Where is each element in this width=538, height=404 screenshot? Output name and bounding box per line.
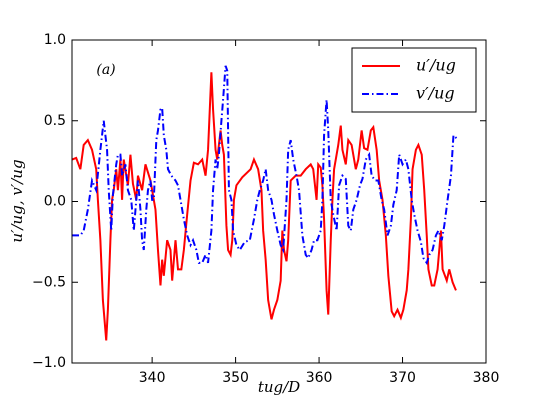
series-line: [72, 65, 458, 266]
legend-label: v′/ug: [416, 84, 455, 103]
x-tick-label: 350: [222, 370, 249, 386]
legend-label: u′/ug: [416, 56, 456, 75]
annotation: (a): [96, 62, 115, 78]
x-tick-label: 380: [473, 370, 500, 386]
series-line: [72, 72, 457, 341]
legend-box: [351, 47, 477, 113]
x-tick-label: 370: [389, 370, 416, 386]
y-tick-label: 0.5: [44, 113, 66, 129]
x-tick-label: 360: [306, 370, 333, 386]
y-tick-label: 1.0: [44, 32, 66, 48]
y-axis-label: u′/ug, v′/ug: [8, 159, 26, 242]
x-axis-label: tug/D: [258, 378, 300, 396]
y-tick-label: 0.0: [44, 194, 66, 210]
y-tick-label: −0.5: [32, 274, 66, 290]
x-tick-label: 340: [139, 370, 166, 386]
y-tick-label: −1.0: [32, 355, 66, 371]
